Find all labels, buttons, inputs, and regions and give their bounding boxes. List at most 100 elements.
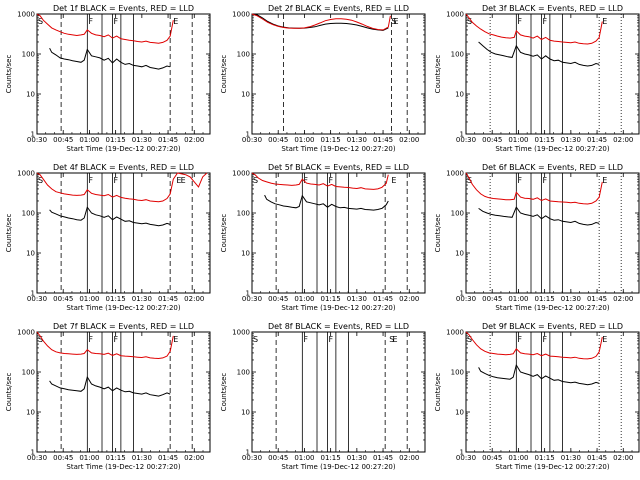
y-tick-label: 10 bbox=[26, 409, 35, 417]
panel-title: Det 1f BLACK = Events, RED = LLD bbox=[53, 4, 194, 13]
series-events-line bbox=[49, 206, 171, 227]
y-tick-label: 10 bbox=[26, 250, 35, 258]
x-tick-label: 01:30 bbox=[132, 454, 152, 462]
y-tick-label: 1000 bbox=[232, 11, 250, 19]
x-tick-label: 01:30 bbox=[347, 454, 367, 462]
x-tick-label: 00:45 bbox=[268, 454, 288, 462]
series-events-line bbox=[478, 363, 600, 386]
x-tick-label: 01:00 bbox=[79, 295, 99, 303]
series-lld-line bbox=[251, 172, 389, 190]
panel-title: Det 7f BLACK = Events, RED = LLD bbox=[53, 322, 194, 331]
x-tick-label: 02:00 bbox=[184, 136, 204, 144]
plot-frame bbox=[465, 331, 640, 453]
x-tick-label: 01:00 bbox=[508, 295, 528, 303]
panel-title: Det 6f BLACK = Events, RED = LLD bbox=[482, 163, 623, 172]
y-tick-label: 1000 bbox=[446, 329, 464, 337]
y-tick-label: 100 bbox=[237, 210, 250, 218]
x-tick-label: 00:30 bbox=[242, 295, 262, 303]
marker-label: F bbox=[113, 176, 118, 185]
x-tick-label: 01:45 bbox=[158, 136, 178, 144]
x-tick-label: 01:15 bbox=[321, 136, 341, 144]
y-tick-label: 1 bbox=[31, 131, 35, 139]
x-tick-label: 01:15 bbox=[535, 295, 555, 303]
marker-label: E bbox=[602, 176, 607, 185]
x-tick-label: 00:30 bbox=[27, 136, 47, 144]
marker-label: S bbox=[253, 176, 258, 185]
marker-label: F bbox=[517, 176, 522, 185]
marker-label: S bbox=[391, 17, 396, 26]
x-tick-label: 01:45 bbox=[587, 454, 607, 462]
x-tick-label: 01:30 bbox=[561, 295, 581, 303]
plot-frame bbox=[36, 172, 211, 294]
series-events-line bbox=[478, 41, 600, 67]
y-tick-label: 10 bbox=[455, 409, 464, 417]
y-tick-label: 10 bbox=[455, 91, 464, 99]
x-tick-label: 00:45 bbox=[268, 295, 288, 303]
panel-det-8f: Det 8f BLACK = Events, RED = LLD 1 10 100 10… bbox=[220, 322, 426, 471]
y-tick-label: 10 bbox=[26, 91, 35, 99]
y-tick-label: 1 bbox=[31, 449, 35, 457]
x-tick-label: 02:00 bbox=[613, 136, 633, 144]
y-axis-label: Counts/sec bbox=[434, 214, 442, 253]
x-tick-label: 01:00 bbox=[508, 454, 528, 462]
panel-title: Det 3f BLACK = Events, RED = LLD bbox=[482, 4, 623, 13]
y-tick-label: 100 bbox=[237, 369, 250, 377]
x-axis-label: Start Time (19-Dec-12 00:27:20) bbox=[66, 304, 180, 312]
y-tick-label: 100 bbox=[22, 51, 35, 59]
x-axis-label: Start Time (19-Dec-12 00:27:20) bbox=[495, 463, 609, 471]
x-tick-label: 00:45 bbox=[482, 136, 502, 144]
marker-label: E bbox=[181, 176, 186, 185]
series-lld-line bbox=[36, 13, 174, 44]
series-lld-line bbox=[36, 172, 208, 203]
series-events-line bbox=[251, 13, 389, 31]
y-axis-label: Counts/sec bbox=[220, 373, 228, 412]
y-tick-label: 100 bbox=[22, 210, 35, 218]
panel-det-1f: Det 1f BLACK = Events, RED = LLD 1 10 100 10… bbox=[5, 4, 211, 153]
y-tick-label: 10 bbox=[241, 91, 250, 99]
x-tick-label: 02:00 bbox=[613, 295, 633, 303]
marker-label: F bbox=[113, 335, 118, 344]
y-tick-label: 1000 bbox=[17, 170, 35, 178]
series-lld-line bbox=[465, 13, 603, 45]
y-tick-label: 1 bbox=[246, 290, 250, 298]
y-tick-label: 10 bbox=[241, 250, 250, 258]
x-tick-label: 02:00 bbox=[184, 454, 204, 462]
series-lld-line bbox=[465, 331, 603, 360]
y-tick-label: 1000 bbox=[232, 329, 250, 337]
y-tick-label: 1000 bbox=[446, 170, 464, 178]
marker-label: F bbox=[88, 335, 93, 344]
marker-label: F bbox=[542, 17, 547, 26]
marker-label: F bbox=[328, 176, 333, 185]
x-tick-label: 01:45 bbox=[587, 295, 607, 303]
x-tick-label: 01:45 bbox=[158, 295, 178, 303]
panel-det-4f: Det 4f BLACK = Events, RED = LLD 1 10 100 10… bbox=[5, 163, 211, 312]
series-events-line bbox=[264, 194, 389, 211]
x-tick-label: 01:15 bbox=[321, 454, 341, 462]
y-axis-label: Counts/sec bbox=[434, 373, 442, 412]
marker-label: F bbox=[517, 17, 522, 26]
x-tick-label: 00:45 bbox=[53, 136, 73, 144]
y-tick-label: 100 bbox=[451, 369, 464, 377]
marker-label: E bbox=[602, 17, 607, 26]
panel-det-9f: Det 9f BLACK = Events, RED = LLD 1 10 100 10… bbox=[434, 322, 640, 471]
x-tick-label: 01:15 bbox=[106, 136, 126, 144]
x-tick-label: 01:45 bbox=[158, 454, 178, 462]
y-tick-label: 100 bbox=[237, 51, 250, 59]
x-tick-label: 01:00 bbox=[508, 136, 528, 144]
plot-frame bbox=[36, 13, 211, 135]
x-tick-label: 01:00 bbox=[294, 454, 314, 462]
x-tick-label: 00:30 bbox=[242, 136, 262, 144]
x-tick-label: 02:00 bbox=[613, 454, 633, 462]
marker-label: F bbox=[113, 17, 118, 26]
x-tick-label: 00:30 bbox=[27, 454, 47, 462]
panel-det-7f: Det 7f BLACK = Events, RED = LLD 1 10 100 10… bbox=[5, 322, 211, 471]
panel-det-2f: Det 2f BLACK = Events, RED = LLD 1 10 100 10… bbox=[220, 4, 426, 153]
x-tick-label: 01:30 bbox=[561, 136, 581, 144]
x-tick-label: 01:30 bbox=[347, 136, 367, 144]
y-tick-label: 1 bbox=[31, 290, 35, 298]
x-tick-label: 00:30 bbox=[456, 295, 476, 303]
panel-title: Det 2f BLACK = Events, RED = LLD bbox=[268, 4, 409, 13]
y-tick-label: 1000 bbox=[17, 329, 35, 337]
marker-label: S bbox=[38, 335, 43, 344]
x-tick-label: 00:30 bbox=[456, 454, 476, 462]
